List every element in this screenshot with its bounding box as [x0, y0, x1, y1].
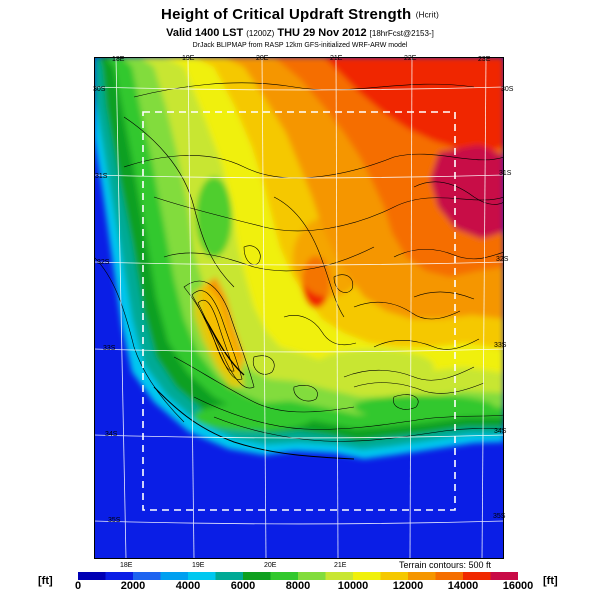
lat-lon-grid — [94, 57, 504, 559]
lat-label-left: 34S — [105, 431, 118, 438]
colorbar-segment — [105, 572, 134, 580]
colorbar-segment — [78, 572, 106, 580]
colorbar-tick-label: 12000 — [392, 580, 424, 592]
valid-time: Valid 1400 LST (1200Z) THU 29 Nov 2012 [… — [0, 27, 600, 39]
valid-time-utc: (1200Z) — [246, 29, 275, 38]
colorbar-segment — [188, 572, 216, 580]
lat-label-right: 33S — [494, 342, 507, 349]
colorbar-segment — [215, 572, 244, 580]
southern-coast-sea — [94, 477, 194, 559]
terrain-contours — [94, 82, 504, 460]
lon-label-top: 20E — [256, 55, 269, 62]
colorbar-tick-label: 2000 — [120, 580, 146, 592]
colorbar-unit-left: [ft] — [38, 575, 53, 587]
colorbar-segment — [353, 572, 381, 580]
colorbar-segment — [243, 572, 271, 580]
colorbar-segment — [463, 572, 491, 580]
colorbar-segment — [270, 572, 299, 580]
colorbar-tick-label: 10000 — [337, 580, 369, 592]
green-patch-east — [354, 395, 494, 419]
colorbar-segment — [490, 572, 518, 580]
valid-time-text: Valid 1400 LST — [166, 27, 244, 39]
land-field — [94, 57, 504, 459]
green-patch-ridge — [194, 403, 314, 431]
green-patch-inland — [196, 177, 232, 257]
colorbar-tick-label: 14000 — [447, 580, 479, 592]
colorbar-segment — [160, 572, 189, 580]
lon-label-top: 23E — [478, 56, 491, 63]
yg-patch-mid — [314, 349, 434, 385]
lat-label-left: 32S — [97, 259, 110, 266]
colorbar-unit-right: [ft] — [543, 575, 558, 587]
colorbar-tick-label: 0 — [74, 580, 82, 592]
colorbar-tick-label: 8000 — [285, 580, 311, 592]
title-suffix: (Hcrit) — [415, 10, 439, 20]
forecast-map — [94, 57, 504, 559]
colorbar-tick-label: 4000 — [175, 580, 201, 592]
lat-label-right: 31S — [499, 170, 512, 177]
title-text: Height of Critical Updraft Strength — [161, 6, 412, 23]
colorbar — [78, 572, 518, 580]
inner-domain-box — [142, 111, 456, 511]
lat-label-left: 31S — [95, 173, 108, 180]
lon-label-top: 21E — [330, 55, 343, 62]
lat-label-right: 30S — [501, 86, 514, 93]
colorbar-segment — [298, 572, 326, 580]
lon-label-top: 19E — [182, 55, 195, 62]
colorbar-segment — [408, 572, 436, 580]
lat-label-right: 34S — [494, 428, 507, 435]
lat-label-right: 35S — [493, 513, 506, 520]
lon-label-bottom: 19E — [192, 562, 205, 569]
lat-label-right: 32S — [496, 256, 509, 263]
lon-label-bottom: 21E — [334, 562, 347, 569]
terrain-contour-note: Terrain contours: 500 ft — [399, 560, 492, 570]
orange-inner — [293, 217, 365, 297]
colorbar-tick-label: 16000 — [502, 580, 534, 592]
colorbar-segment — [133, 572, 161, 580]
lat-label-left: 30S — [93, 86, 106, 93]
colorbar-segment — [325, 572, 354, 580]
lon-label-top: 18E — [112, 56, 125, 63]
valid-date: THU 29 Nov 2012 — [277, 27, 367, 39]
map-title: Height of Critical Updraft Strength (Hcr… — [0, 6, 600, 23]
colorbar-segment — [435, 572, 464, 580]
lon-label-top: 22E — [404, 55, 417, 62]
lon-label-bottom: 18E — [120, 562, 133, 569]
lat-label-left: 33S — [103, 345, 116, 352]
colorbar-tick-label: 6000 — [230, 580, 256, 592]
forecast-run: [18hrFcst@2153-] — [369, 29, 434, 38]
lon-label-bottom: 20E — [264, 562, 277, 569]
lat-label-left: 35S — [108, 517, 121, 524]
red-band — [324, 57, 504, 153]
colorbar-segment — [380, 572, 409, 580]
map-frame — [94, 57, 504, 559]
model-credit: DrJack BLIPMAP from RASP 12km GFS-initia… — [192, 42, 408, 49]
